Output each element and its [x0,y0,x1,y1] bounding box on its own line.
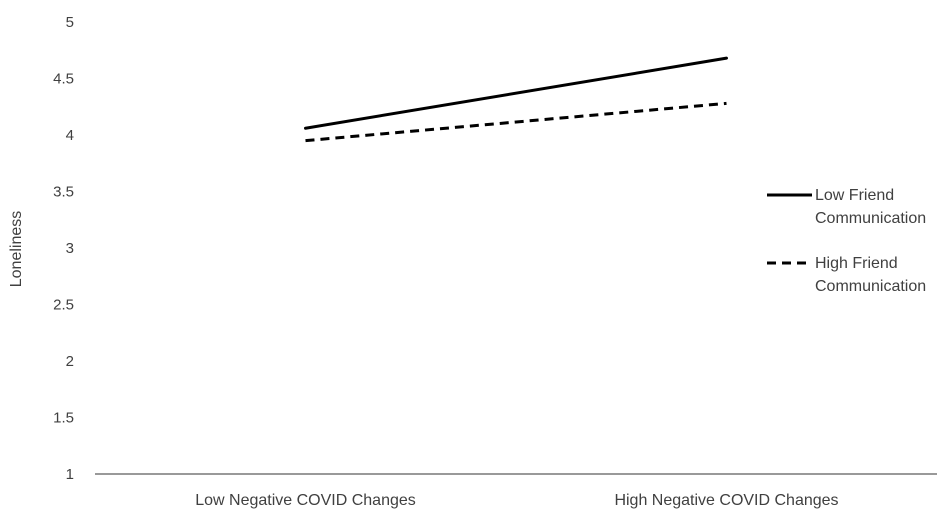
legend-label: Communication [815,278,926,295]
y-tick-label: 2.5 [53,297,74,314]
y-tick-label: 3.5 [53,184,74,201]
y-tick-label: 4 [66,127,74,144]
y-tick-label: 1 [66,466,74,483]
y-tick-label: 5 [66,14,74,31]
legend-label: Communication [815,210,926,227]
y-tick-label: 2 [66,353,74,370]
legend-label: Low Friend [815,187,894,204]
legend-label: High Friend [815,255,898,272]
y-axis-ticks: 1 1.5 2 2.5 3 3.5 4 4.5 5 [53,14,74,483]
x-category-label: High Negative COVID Changes [614,492,838,509]
y-tick-label: 4.5 [53,71,74,88]
x-axis-categories: Low Negative COVID Changes High Negative … [195,492,838,509]
y-tick-label: 1.5 [53,410,74,427]
legend: Low Friend Communication High Friend Commun… [767,187,926,295]
x-category-label: Low Negative COVID Changes [195,492,416,509]
series-line-1 [304,56,728,130]
y-tick-label: 3 [66,240,74,257]
series-lines [304,56,728,143]
series-line-2 [305,101,727,143]
y-axis-label: Loneliness [8,211,25,288]
